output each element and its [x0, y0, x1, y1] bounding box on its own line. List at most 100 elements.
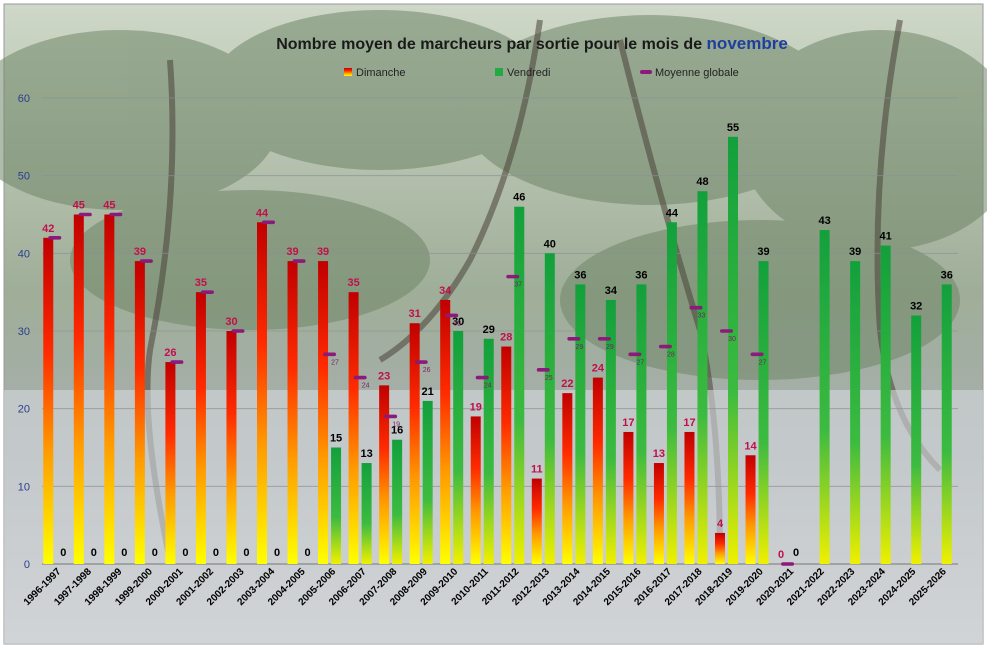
bar-dimanche — [165, 362, 176, 564]
data-label-dimanche: 26 — [164, 347, 176, 359]
y-tick-label: 40 — [18, 248, 30, 260]
data-label-dimanche: 35 — [195, 277, 207, 289]
avg-marker — [414, 360, 428, 364]
bar-dimanche — [562, 393, 573, 564]
legend-label-dimanche: Dimanche — [356, 67, 406, 79]
bar-vendredi — [575, 284, 586, 564]
y-axis: 0 10 20 30 40 50 60 — [18, 93, 30, 571]
avg-marker — [720, 329, 733, 333]
data-label-dimanche: 19 — [470, 401, 482, 413]
data-label-dimanche: 39 — [286, 246, 298, 258]
avg-label: 32 — [453, 320, 461, 327]
bar-dimanche — [226, 331, 237, 564]
data-label-vendredi: 15 — [330, 433, 342, 445]
bar-dimanche — [379, 385, 390, 564]
avg-label: 30 — [728, 336, 736, 343]
data-label-vendredi: 0 — [213, 547, 219, 559]
data-label-vendredi: 0 — [182, 547, 188, 559]
bar-vendredi — [605, 299, 616, 564]
bar-dimanche — [134, 261, 145, 564]
bar-dimanche — [287, 261, 298, 564]
data-label-dimanche: 23 — [378, 370, 390, 382]
data-label-vendredi: 55 — [727, 122, 739, 134]
data-labels: 4204504503902603503004403903915273513242… — [42, 122, 953, 561]
bar-dimanche — [43, 237, 54, 565]
data-label-vendredi: 21 — [422, 386, 434, 398]
data-label-dimanche: 11 — [531, 464, 543, 476]
data-label-vendredi: 0 — [274, 547, 280, 559]
avg-marker — [689, 305, 703, 310]
avg-label: 24 — [484, 383, 492, 390]
data-label-dimanche: 30 — [225, 316, 237, 328]
data-label-vendredi: 39 — [757, 246, 769, 258]
bar-vendredi — [361, 463, 372, 564]
data-label-vendredi: 29 — [483, 324, 495, 336]
legend-label-moyenne: Moyenne globale — [655, 67, 739, 79]
data-label-vendredi: 36 — [941, 269, 953, 281]
bar-dimanche — [745, 455, 756, 564]
avg-marker — [292, 259, 306, 263]
avg-marker — [170, 360, 184, 364]
bar-vendredi — [392, 439, 403, 564]
avg-marker — [628, 352, 642, 357]
bar-dimanche — [684, 431, 695, 564]
data-label-dimanche: 4 — [717, 518, 724, 530]
data-label-dimanche: 28 — [500, 332, 512, 344]
bar-vendredi — [758, 261, 769, 564]
avg-marker — [750, 352, 764, 357]
chart-title: Nombre moyen de marcheurs par sortie pou… — [276, 34, 788, 53]
data-label-vendredi: 0 — [60, 547, 66, 559]
bar-vendredi — [728, 136, 738, 565]
bar-dimanche — [440, 299, 451, 564]
avg-label: 26 — [423, 367, 431, 374]
avg-marker — [139, 259, 153, 263]
data-label-vendredi: 41 — [880, 231, 892, 243]
data-label-vendredi: 48 — [696, 176, 708, 188]
avg-marker — [78, 212, 92, 217]
y-tick-label: 20 — [18, 404, 30, 416]
avg-label: 24 — [362, 383, 370, 390]
bar-vendredi — [514, 206, 525, 564]
data-label-vendredi: 16 — [391, 425, 403, 437]
bar-dimanche — [653, 463, 664, 564]
bar-vendredi — [453, 331, 464, 564]
avg-label: 37 — [514, 282, 522, 289]
avg-marker — [200, 290, 214, 294]
legend-swatch-moyenne — [640, 70, 652, 74]
y-tick-label: 60 — [18, 93, 30, 105]
average-markers — [48, 212, 795, 566]
data-label-vendredi: 0 — [793, 547, 799, 559]
bar-dimanche — [195, 292, 206, 564]
data-label-dimanche: 0 — [778, 549, 784, 561]
bars — [43, 136, 952, 565]
data-label-dimanche: 39 — [134, 246, 146, 258]
bar-vendredi — [483, 338, 494, 564]
y-tick-label: 0 — [24, 559, 30, 571]
avg-marker — [48, 236, 62, 240]
data-label-vendredi: 0 — [152, 547, 158, 559]
avg-label: 27 — [759, 359, 767, 366]
avg-marker — [506, 274, 520, 279]
data-label-dimanche: 39 — [317, 246, 329, 258]
data-label-vendredi: 44 — [666, 207, 679, 219]
y-tick-label: 10 — [18, 481, 30, 493]
bar-vendredi — [544, 253, 555, 565]
data-label-vendredi: 32 — [910, 300, 922, 312]
bar-vendredi — [331, 447, 342, 564]
avg-label: 29 — [575, 344, 583, 351]
data-label-dimanche: 17 — [622, 417, 634, 429]
bar-dimanche — [531, 478, 542, 564]
avg-label: 25 — [545, 375, 553, 382]
avg-label: 29 — [606, 344, 614, 351]
data-label-vendredi: 36 — [635, 269, 647, 281]
bar-vendredi — [880, 245, 891, 565]
bar-dimanche — [501, 346, 512, 564]
data-label-dimanche: 31 — [409, 308, 421, 320]
data-label-dimanche: 44 — [256, 207, 269, 219]
bar-dimanche — [409, 323, 420, 564]
bar-dimanche — [73, 214, 84, 564]
legend-swatch-vendredi — [495, 68, 503, 76]
data-label-dimanche: 45 — [103, 200, 115, 212]
bar-vendredi — [941, 284, 952, 564]
